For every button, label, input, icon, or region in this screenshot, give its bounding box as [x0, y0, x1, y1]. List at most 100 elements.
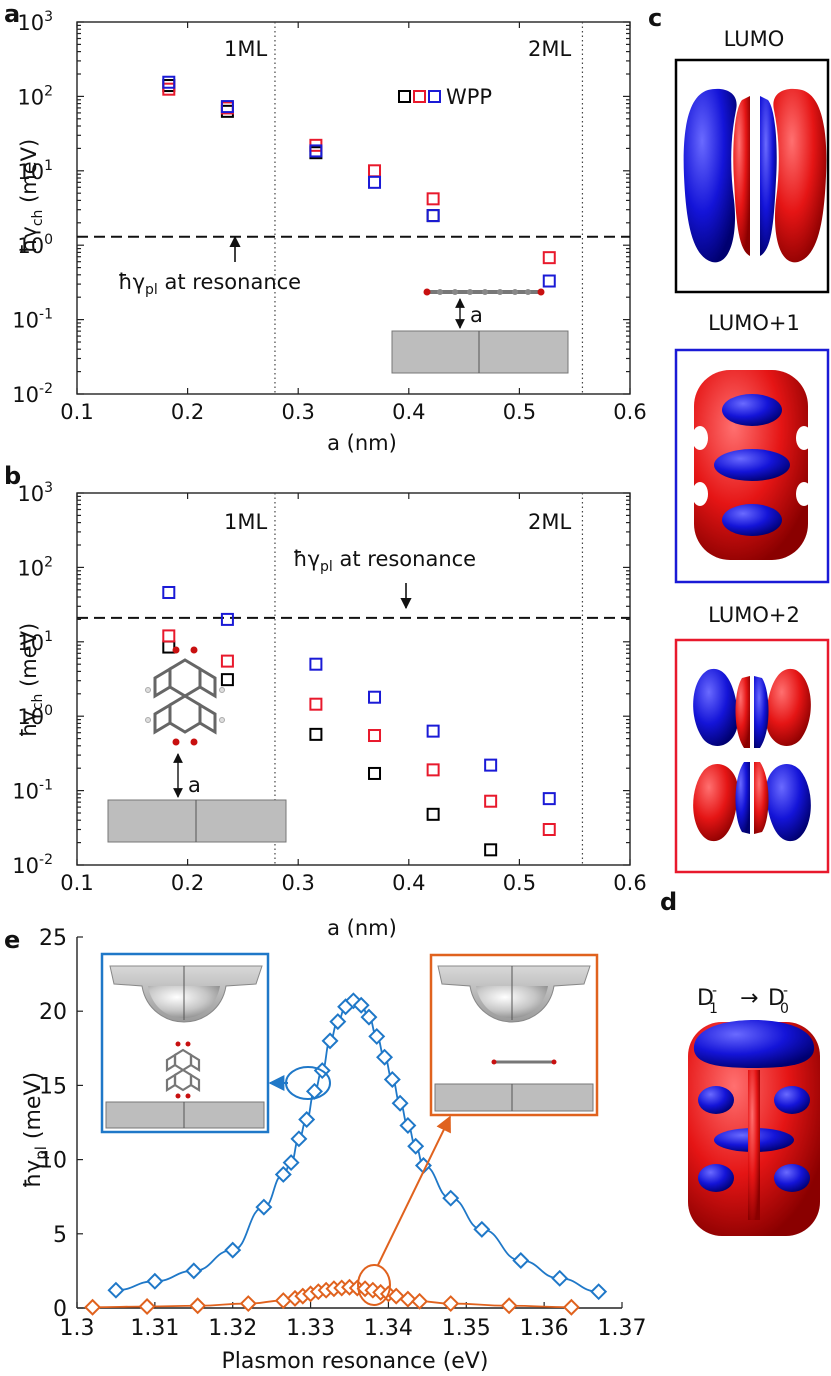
x-tick-label: 0.1	[60, 871, 93, 895]
panel-a-x-axis-label: a (nm)	[327, 431, 397, 455]
y-tick-label: 20	[39, 1000, 67, 1025]
data-point-blue	[220, 100, 234, 114]
data-point-red	[542, 251, 556, 265]
data-point-orange	[84, 1298, 102, 1316]
panel-b-region-label-2ml: 2ML	[528, 510, 571, 534]
data-point-orange	[387, 1287, 405, 1305]
data-point-orange	[399, 1290, 417, 1308]
substrate	[434, 1083, 594, 1112]
orbital-image-lumo1	[692, 370, 812, 560]
x-tick-label: 1.32	[208, 1316, 257, 1341]
data-point-black	[426, 807, 440, 821]
orbital-frame-lumo1	[674, 348, 830, 584]
data-point-blue2	[146, 1272, 164, 1290]
panel-d-transition-density: d D-1 → D-0	[660, 888, 820, 1236]
data-point-red	[309, 697, 323, 711]
data-point-blue	[162, 585, 176, 599]
data-point-blue	[368, 690, 382, 704]
data-point-black	[484, 843, 498, 857]
data-point-blue2	[352, 996, 370, 1014]
substrate	[107, 799, 287, 843]
svg-text:ħγch (meV): ħγch (meV)	[17, 623, 46, 737]
data-point-blue2	[107, 1281, 125, 1299]
x-tick-label: 1.36	[520, 1316, 569, 1341]
x-tick-label: 0.2	[171, 400, 204, 424]
x-tick-label: 0.2	[171, 871, 204, 895]
y-tick-label: 102	[17, 83, 53, 109]
plot-frame	[76, 21, 631, 395]
data-point-blue2	[590, 1283, 608, 1301]
panel-label-e: e	[4, 926, 20, 954]
substrate	[391, 330, 569, 374]
x-tick-label: 1.35	[442, 1316, 491, 1341]
y-tick-label: 103	[17, 480, 53, 506]
panel-a-resonance-annotation: ħγpl at resonance	[118, 235, 301, 298]
orbital-frame-lumo2	[674, 638, 830, 874]
data-point-blue	[542, 274, 556, 288]
x-tick-label: 0.4	[392, 400, 425, 424]
orbital-label-lumo: LUMO	[724, 27, 785, 51]
x-tick-label: 1.3	[60, 1316, 95, 1341]
data-point-blue2	[391, 1094, 409, 1112]
data-point-red	[220, 654, 234, 668]
data-point-blue2	[442, 1189, 460, 1207]
data-point-blue	[220, 612, 234, 626]
x-tick-label: 0.6	[613, 400, 646, 424]
orbital-label-lumo1: LUMO+1	[708, 311, 800, 335]
data-point-orange	[411, 1292, 429, 1310]
svg-text:D-1: D-1	[697, 983, 718, 1017]
x-tick-label: 1.33	[286, 1316, 335, 1341]
legend-marker-black	[398, 90, 411, 103]
x-tick-label: 0.3	[281, 871, 314, 895]
plot-frame	[76, 492, 631, 866]
data-point-blue2	[290, 1130, 308, 1148]
data-point-red	[426, 763, 440, 777]
data-point-red	[542, 823, 556, 837]
y-tick-label: 10-2	[12, 381, 53, 407]
panel-e-plot-area: 1.3 1.31 1.32 1.33 1.34 1.35 1.36 1.37 0 5 10 15 20 2…	[39, 926, 646, 1341]
panel-e-chart: e ħγpl (meV) 1.3 1.31 1.32 1.33 1.34 1.35 1.36…	[4, 926, 646, 1374]
data-point-blue2	[274, 1165, 292, 1183]
panel-b-y-axis-label: ħγch (meV)	[17, 623, 46, 737]
legend-marker-blue	[428, 90, 441, 103]
y-tick-label: 0	[53, 1297, 67, 1322]
y-tick-label: 25	[39, 926, 67, 951]
data-point-blue2	[376, 1048, 394, 1066]
y-tick-label: 101	[17, 158, 53, 184]
data-point-blue2	[360, 1008, 378, 1026]
data-point-red	[162, 629, 176, 643]
y-tick-label: 10-2	[12, 852, 53, 878]
panel-b-region-label-1ml: 1ML	[224, 510, 267, 534]
y-tick-label: 10-1	[12, 778, 53, 804]
panel-c-orbitals: c LUMO LUMO+1 LUMO+2	[648, 4, 830, 874]
panel-a-chart: a ħγch (meV) 0.1 0.2 0.3 0.4 0.5 0.6 10-2 10-1 1…	[4, 0, 647, 455]
data-point-black	[309, 727, 323, 741]
panel-a-y-axis-label: ħγch (meV)	[17, 139, 46, 253]
svg-text:ħγpl at resonance: ħγpl at resonance	[293, 547, 476, 575]
inset-distance-label: a	[470, 303, 483, 327]
data-point-blue2	[407, 1137, 425, 1155]
orbital-image-lumo2	[693, 668, 811, 842]
callout-circle-orange	[357, 1264, 391, 1306]
data-point-red	[484, 794, 498, 808]
data-point-blue2	[321, 1032, 339, 1050]
data-point-blue2	[298, 1111, 316, 1129]
panel-e-inset-upright	[100, 952, 270, 1134]
panel-a-region-label-1ml: 1ML	[224, 37, 267, 61]
y-tick-label: 5	[53, 1223, 67, 1248]
data-point-red	[162, 82, 176, 96]
data-point-orange	[500, 1297, 518, 1315]
x-tick-label: 1.31	[130, 1316, 179, 1341]
svg-text:ħγpl at resonance: ħγpl at resonance	[118, 270, 301, 298]
panel-b-inset-upright-molecule: a	[107, 646, 287, 843]
data-point-orange	[239, 1295, 257, 1313]
data-point-black	[426, 209, 440, 223]
x-tick-label: 0.3	[281, 400, 314, 424]
data-point-orange	[442, 1295, 460, 1313]
panel-a-region-label-2ml: 2ML	[528, 37, 571, 61]
y-tick-label: 102	[17, 554, 53, 580]
data-point-blue	[368, 175, 382, 189]
x-tick-label: 0.1	[60, 400, 93, 424]
transition-density-image	[688, 1020, 820, 1236]
